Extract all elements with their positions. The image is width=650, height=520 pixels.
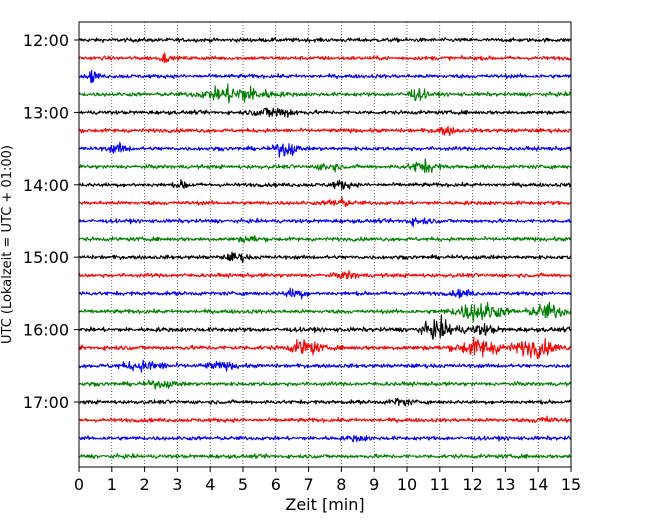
x-tick-label: 10	[397, 475, 417, 494]
trace-1215	[78, 52, 572, 64]
trace-1230	[78, 69, 572, 84]
trace-1400	[78, 178, 572, 191]
plot-frame	[78, 21, 572, 468]
trace-1700	[78, 397, 572, 407]
trace-1445	[78, 234, 572, 244]
trace-1730	[78, 435, 572, 443]
y-tick-label: 16:00	[23, 321, 69, 340]
x-axis-ticks: 0 1 2 3 4 5 6 7 8 9 10 11 12 13 14 15	[74, 467, 581, 494]
x-tick-label: 11	[430, 475, 450, 494]
trace-1345	[78, 158, 572, 173]
trace-group	[78, 37, 572, 460]
x-tick-label: 15	[561, 475, 581, 494]
x-tick-label: 2	[140, 475, 150, 494]
trace-1315	[78, 125, 572, 137]
trace-1530	[78, 287, 572, 300]
x-tick-label: 3	[172, 475, 182, 494]
trace-1200	[78, 37, 572, 43]
x-tick-label: 7	[304, 475, 314, 494]
trace-1245	[78, 83, 572, 104]
trace-1615	[78, 336, 572, 360]
trace-1415	[78, 196, 572, 208]
trace-1330	[78, 141, 572, 158]
trace-1645	[78, 379, 572, 390]
y-axis-ticks: 12:00 13:00 14:00 15:00 16:00 17:00	[23, 31, 79, 412]
trace-1515	[78, 270, 572, 280]
trace-1715	[78, 415, 572, 424]
trace-1545	[78, 301, 572, 323]
x-tick-label: 5	[238, 475, 248, 494]
trace-1600	[78, 314, 572, 340]
x-tick-label: 0	[74, 475, 84, 494]
y-axis-label: UTC (Lokalzeit = UTC + 01:00)	[0, 145, 15, 344]
trace-1430	[78, 217, 572, 228]
x-tick-label: 6	[271, 475, 281, 494]
trace-1745	[78, 453, 572, 460]
x-tick-label: 4	[205, 475, 215, 494]
trace-1630	[78, 359, 572, 373]
y-tick-label: 14:00	[23, 176, 69, 195]
x-tick-label: 12	[462, 475, 482, 494]
trace-1500	[78, 251, 572, 264]
x-tick-label: 1	[107, 475, 117, 494]
x-axis-label: Zeit [min]	[285, 495, 364, 514]
trace-1300	[78, 107, 572, 118]
x-tick-label: 8	[336, 475, 346, 494]
x-tick-label: 9	[369, 475, 379, 494]
y-tick-label: 13:00	[23, 103, 69, 122]
x-tick-label: 14	[528, 475, 548, 494]
y-tick-label: 15:00	[23, 248, 69, 267]
vertical-grid	[111, 22, 539, 467]
x-tick-label: 13	[495, 475, 515, 494]
y-tick-label: 12:00	[23, 31, 69, 50]
y-tick-label: 17:00	[23, 393, 69, 412]
